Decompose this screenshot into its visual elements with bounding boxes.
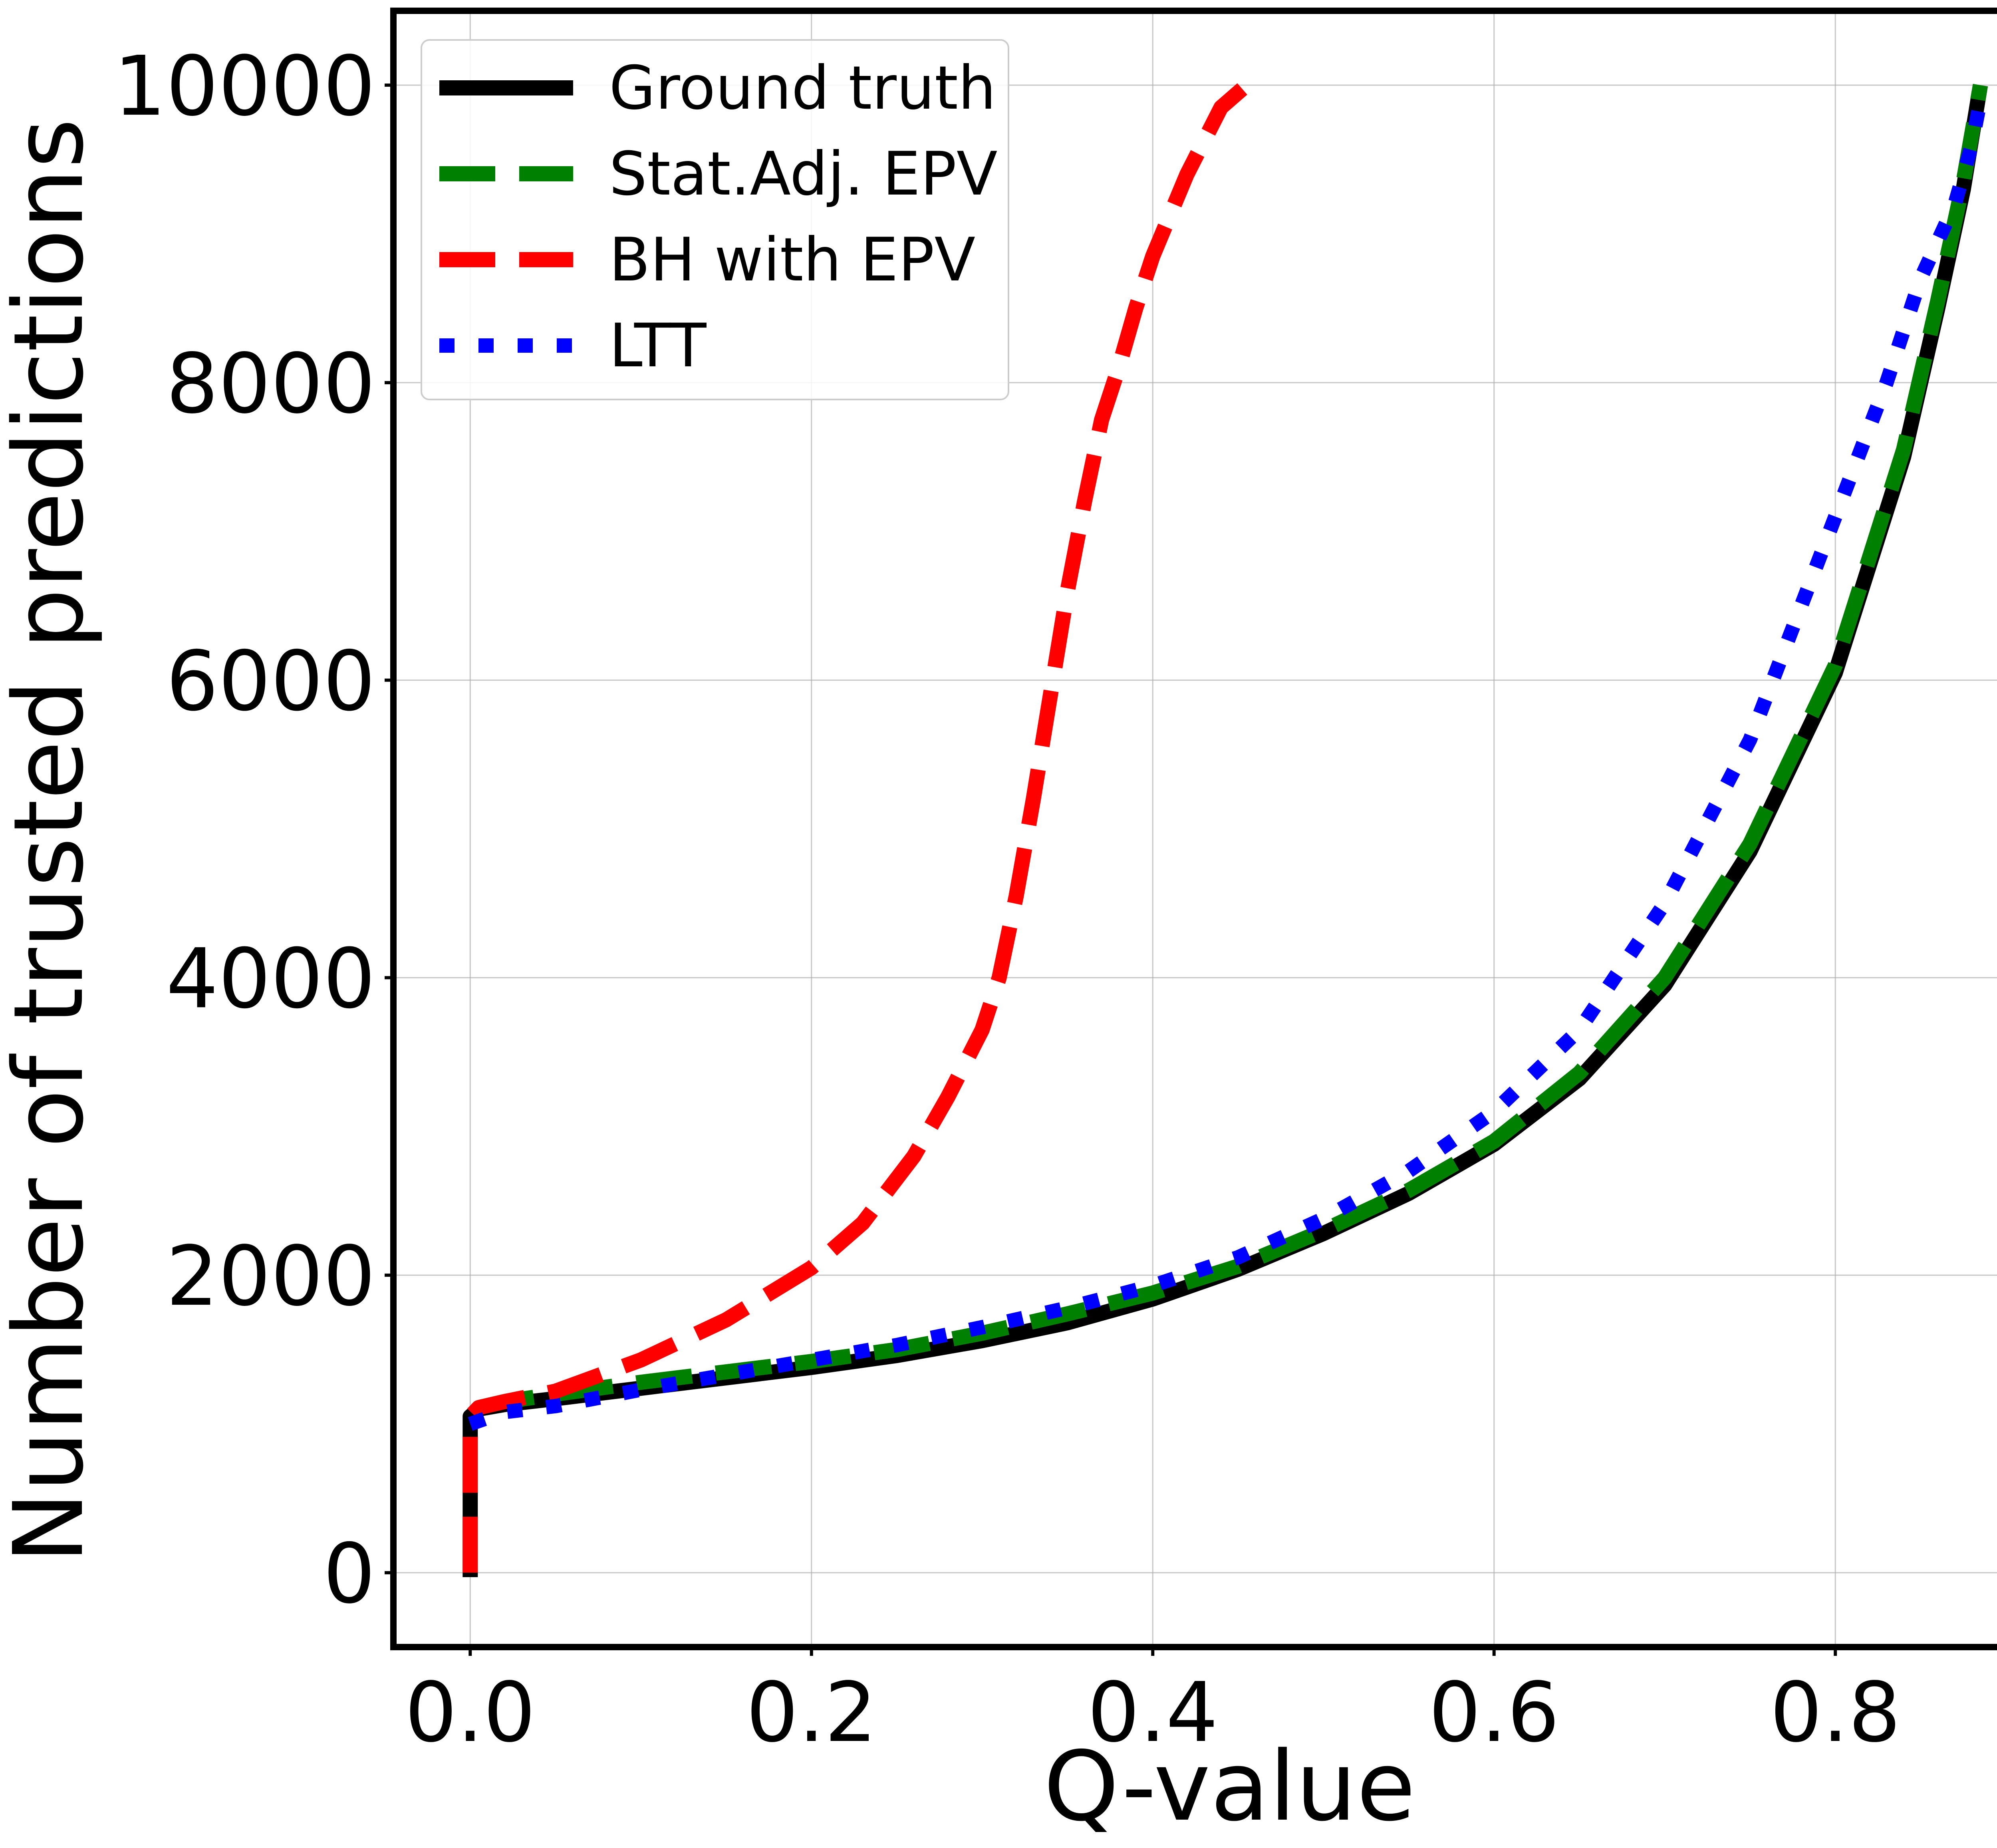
series-lines [463,79,1988,1577]
y-tick-label: 2000 [166,1228,375,1324]
legend: Ground truth Stat.Adj. EPV BH with EPV LTT [421,39,1009,400]
y-tick-label: 4000 [166,931,375,1027]
legend-box [421,39,1009,400]
x-tick-label: 0.2 [746,1665,877,1761]
y-tick-label: 8000 [166,336,375,432]
y-tick-label: 0 [323,1526,375,1622]
legend-label: LTT [609,311,707,381]
series-line-stat-adj-epv [477,83,1988,1415]
y-tick-label: 6000 [166,634,375,729]
y-axis-label: Number of trusted predictions [0,118,105,1563]
plot-frame [390,8,1997,1650]
x-tick-label: 0.0 [405,1665,536,1761]
x-tick-label: 0.6 [1429,1665,1560,1761]
grid [393,11,1997,1647]
legend-label: Ground truth [609,54,996,123]
y-tick-label: 10000 [114,38,375,134]
legend-label: Stat.Adj. EPV [609,139,998,209]
x-axis-label: Q-value [1044,1731,1415,1842]
x-tick-label: 0.4 [1087,1665,1218,1761]
ticks: 0.0 0.2 0.4 0.6 0.8 0 2000 4000 6000 8000 10000 [114,38,1901,1761]
x-tick-label: 0.8 [1770,1665,1901,1761]
series-line-bh-with-epv [463,79,1252,1573]
legend-label: BH with EPV [609,225,975,295]
